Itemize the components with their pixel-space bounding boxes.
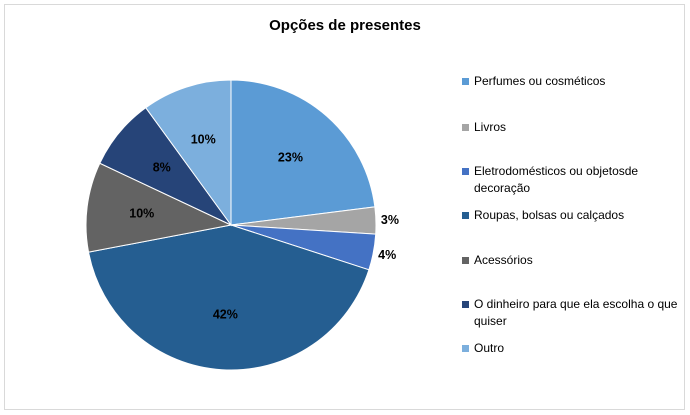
legend-label: Livros xyxy=(474,120,507,134)
legend-label: Roupas, bolsas ou calçados xyxy=(474,208,625,222)
pie-slice-7 xyxy=(145,79,232,227)
slice-label-5: 10% xyxy=(129,207,154,221)
legend-swatch xyxy=(462,257,469,264)
legend-label: Acessórios xyxy=(474,253,533,267)
legend-swatch xyxy=(462,301,469,308)
pie-slice-4 xyxy=(87,224,370,371)
legend-item-4: Roupas, bolsas ou calçados xyxy=(462,207,684,224)
legend-label: Eletrodomésticos ou objetosde decoração xyxy=(474,164,639,195)
chart-title: Opções de presentes xyxy=(269,17,421,34)
slice-label-7: 10% xyxy=(191,133,216,147)
slice-label-6: 8% xyxy=(153,161,171,175)
legend-swatch xyxy=(462,124,469,131)
slice-label-1: 23% xyxy=(278,151,303,165)
slice-label-2: 3% xyxy=(381,213,399,227)
legend-label: O dinheiro para que ela escolha o que qu… xyxy=(474,297,678,328)
legend-swatch xyxy=(462,212,469,219)
legend-item-2: Livros xyxy=(462,119,684,136)
legend-item-6: O dinheiro para que ela escolha o que qu… xyxy=(462,296,684,330)
pie-slice-5 xyxy=(85,162,233,253)
legend-item-1: Perfumes ou cosméticos xyxy=(462,73,684,90)
legend-swatch xyxy=(462,345,469,352)
slice-label-3: 4% xyxy=(378,248,396,262)
pie-slice-1 xyxy=(230,79,376,226)
slice-label-4: 42% xyxy=(213,308,238,322)
legend-item-3: Eletrodomésticos ou objetosde decoração xyxy=(462,163,684,197)
legend-label: Outro xyxy=(474,341,505,355)
legend-label: Perfumes ou cosméticos xyxy=(474,74,606,88)
legend-item-7: Outro xyxy=(462,340,684,357)
legend-item-5: Acessórios xyxy=(462,252,684,269)
legend-swatch xyxy=(462,168,469,175)
legend-swatch xyxy=(462,78,469,85)
